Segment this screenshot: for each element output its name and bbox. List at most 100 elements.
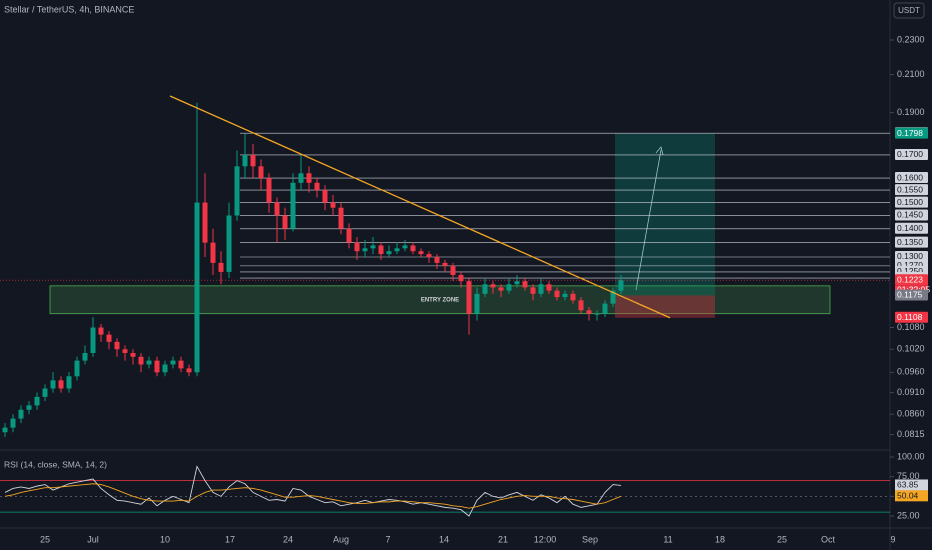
candle-body (130, 353, 136, 357)
candle-body (242, 154, 248, 167)
candle-body (178, 360, 184, 369)
level-tag (895, 222, 928, 234)
candle-body (586, 310, 592, 314)
x-tick-label: 10 (160, 534, 170, 544)
x-tick-label: 25 (40, 534, 50, 544)
candle-body (82, 353, 88, 361)
x-tick-label: 7 (385, 534, 390, 544)
candle-body (378, 245, 384, 255)
candle-body (282, 215, 288, 229)
y-tick-label: 0.0960 (897, 367, 925, 377)
y-tick-label: 0.0910 (897, 387, 925, 397)
target-label: 0.1798 (897, 128, 923, 138)
candle-body (106, 334, 112, 342)
candle-body (474, 293, 480, 314)
level-label: 0.1300 (897, 251, 923, 261)
candle-body (34, 396, 40, 406)
candle-body (442, 262, 448, 266)
candle-body (602, 303, 608, 314)
candle-body (538, 284, 544, 294)
entry-zone (49, 285, 831, 315)
candle-body (250, 154, 256, 167)
candle-body (90, 327, 96, 354)
candle-body (2, 427, 8, 433)
rsi-sma-line (4, 483, 622, 509)
y-tick-label: 100.00 (897, 451, 925, 461)
candle-body (546, 284, 552, 291)
rsi-rsi-line (4, 465, 622, 517)
target-tag (895, 127, 928, 139)
rsi-value-label: 63.85 (897, 480, 919, 490)
level-tag (895, 172, 928, 184)
trendline (169, 95, 671, 319)
currency-label[interactable]: USDT (898, 6, 920, 15)
y-tick-label: 0.0815 (897, 429, 925, 439)
currency-button[interactable] (893, 2, 925, 19)
level-tag (895, 148, 928, 160)
x-tick-label: 25 (777, 534, 787, 544)
level-label: 0.1400 (897, 223, 923, 233)
candle-body (490, 284, 496, 288)
candle-body (122, 349, 128, 354)
projection-arrow (635, 149, 662, 291)
y-tick-label: 0.1900 (897, 107, 925, 117)
candle-body (314, 182, 320, 191)
y-tick-label: 0.0860 (897, 409, 925, 419)
rsi-value-label: 50.04 (897, 491, 919, 501)
y-tick-label: 75.00 (897, 471, 920, 481)
candle-body (610, 290, 616, 304)
candle-body (58, 380, 64, 389)
candle-body (330, 202, 336, 208)
candle-body (186, 368, 192, 373)
candle-body (154, 360, 160, 373)
candle-body (522, 281, 528, 288)
rsi-value-tag (895, 479, 928, 491)
chart-title: Stellar / TetherUS, 4h, BINANCE (4, 4, 134, 14)
x-tick-label: Sep (582, 534, 598, 544)
candle-body (10, 418, 16, 428)
candle-body (570, 293, 576, 301)
candle-body (290, 182, 296, 229)
candle-body (530, 287, 536, 294)
x-tick-label: 18 (715, 534, 725, 544)
entry-zone-label: ENTRY ZONE (421, 297, 459, 303)
candle-body (482, 284, 488, 294)
candle-body (306, 173, 312, 183)
x-tick-label: 21 (498, 534, 508, 544)
level-label: 0.1500 (897, 197, 923, 207)
candle-body (370, 245, 376, 249)
candle-body (258, 166, 264, 179)
x-tick-label: 14 (439, 534, 449, 544)
candle-body (618, 280, 624, 291)
candle-body (410, 245, 416, 252)
candle-body (42, 388, 48, 397)
candle-body (578, 300, 584, 311)
candle-body (138, 356, 144, 365)
candle-body (50, 380, 56, 389)
candle-body (458, 274, 464, 282)
level-label: 0.1550 (897, 184, 923, 194)
candle-body (74, 360, 80, 377)
candle-body (114, 341, 120, 350)
y-tick-label: 0.1080 (897, 322, 925, 332)
y-tick-label: 25.00 (897, 510, 920, 520)
candle-body (394, 248, 400, 252)
candle-body (66, 376, 72, 389)
candle-body (18, 409, 24, 419)
candle-body (386, 251, 392, 255)
target-zone (615, 133, 715, 296)
candle-body (194, 202, 200, 373)
candle-body (498, 287, 504, 291)
candle-body (418, 251, 424, 255)
x-tick-label: Jul (87, 534, 99, 544)
level-tag (895, 209, 928, 221)
level-tag (895, 250, 928, 262)
candle-body (594, 313, 600, 315)
y-tick-label: 0.2100 (897, 69, 925, 79)
candle-body (170, 360, 176, 365)
x-tick-label: 17 (225, 534, 235, 544)
current-price-label: 0.1223 (897, 274, 923, 284)
entry-label: 0.1175 (897, 290, 923, 300)
